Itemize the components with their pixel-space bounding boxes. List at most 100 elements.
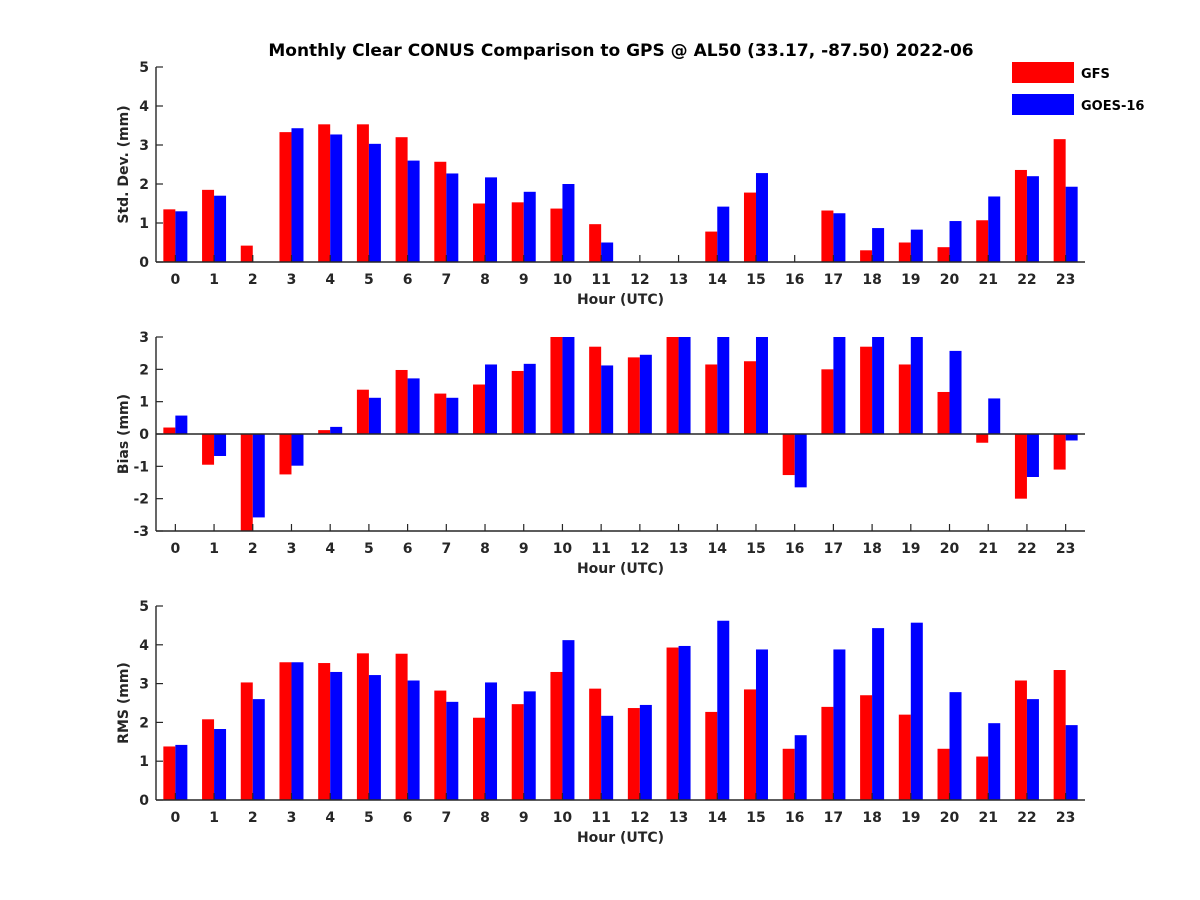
bias-bar-gfs-2 (240, 434, 253, 531)
rms-bar-gfs-7 (434, 690, 447, 800)
bias-bar-gfs-15 (743, 361, 756, 434)
bias-x-tick-label-13: 13 (669, 541, 688, 557)
stddev-bar-goes16-14 (717, 206, 730, 262)
bias-bar-goes16-7 (446, 397, 459, 434)
stddev-bar-goes16-4 (330, 134, 343, 262)
stddev-bar-gfs-3 (279, 132, 292, 262)
rms-y-tick-label-2: 2 (139, 715, 149, 731)
stddev-x-tick-label-20: 20 (940, 272, 960, 288)
bias-bar-gfs-3 (279, 434, 292, 475)
rms-x-tick-label-20: 20 (940, 810, 960, 826)
bias-bar-gfs-10 (550, 337, 563, 434)
stddev-bar-goes16-5 (368, 143, 381, 262)
stddev-x-tick-label-17: 17 (824, 272, 843, 288)
stddev-bar-gfs-4 (318, 124, 331, 262)
rms-bar-gfs-10 (550, 671, 563, 800)
rms-x-tick-label-5: 5 (364, 810, 374, 826)
rms-bar-goes16-15 (755, 649, 768, 800)
rms-bar-gfs-13 (666, 647, 679, 800)
bias-x-tick-label-0: 0 (170, 541, 180, 557)
bias-bar-gfs-21 (976, 434, 989, 443)
rms-bar-goes16-12 (639, 704, 652, 800)
bias-bar-goes16-0 (175, 415, 188, 434)
rms-bar-goes16-23 (1065, 725, 1078, 800)
rms-bar-goes16-4 (330, 671, 343, 800)
rms-x-tick-label-1: 1 (209, 810, 219, 826)
chart-title: Monthly Clear CONUS Comparison to GPS @ … (268, 41, 973, 61)
bias-bar-goes16-17 (833, 337, 846, 434)
rms-bar-goes16-17 (833, 649, 846, 800)
rms-x-axis-label: Hour (UTC) (577, 830, 664, 846)
stddev-bar-goes16-11 (601, 242, 614, 262)
stddev-bar-gfs-1 (202, 189, 215, 262)
bias-bar-goes16-12 (639, 354, 652, 434)
rms-x-tick-label-14: 14 (708, 810, 728, 826)
stddev-bar-goes16-3 (291, 128, 304, 262)
bias-x-tick-label-20: 20 (940, 541, 960, 557)
bias-x-tick-label-2: 2 (248, 541, 258, 557)
stddev-x-tick-label-9: 9 (519, 272, 529, 288)
bias-bar-goes16-5 (368, 397, 381, 434)
stddev-x-tick-label-13: 13 (669, 272, 688, 288)
stddev-bar-goes16-15 (755, 173, 768, 262)
bias-x-tick-label-10: 10 (553, 541, 573, 557)
rms-x-tick-label-23: 23 (1056, 810, 1075, 826)
bias-bar-gfs-12 (627, 357, 640, 434)
rms-bar-gfs-23 (1053, 670, 1066, 800)
rms-bar-goes16-5 (368, 675, 381, 800)
rms-x-tick-label-12: 12 (630, 810, 649, 826)
bias-bar-goes16-20 (949, 350, 962, 434)
bias-bar-gfs-8 (473, 384, 486, 434)
rms-x-tick-label-7: 7 (441, 810, 451, 826)
bias-x-tick-label-22: 22 (1017, 541, 1036, 557)
rms-bar-gfs-3 (279, 662, 292, 800)
rms-bar-gfs-18 (860, 695, 873, 800)
rms-x-tick-label-21: 21 (978, 810, 997, 826)
bias-bar-goes16-9 (523, 363, 536, 434)
rms-bar-gfs-17 (821, 706, 834, 800)
stddev-bar-gfs-10 (550, 208, 563, 262)
stddev-bar-goes16-17 (833, 213, 846, 262)
rms-bar-goes16-20 (949, 692, 962, 800)
bias-x-tick-label-4: 4 (325, 541, 335, 557)
bias-bar-gfs-6 (395, 369, 408, 434)
stddev-bar-gfs-11 (589, 224, 602, 262)
stddev-bar-gfs-9 (511, 202, 524, 262)
rms-bar-gfs-0 (163, 746, 176, 800)
rms-bar-gfs-20 (937, 748, 950, 800)
rms-x-tick-label-0: 0 (170, 810, 180, 826)
rms-bar-gfs-19 (898, 714, 911, 800)
bias-bar-goes16-14 (717, 337, 730, 434)
stddev-x-tick-label-23: 23 (1056, 272, 1075, 288)
bias-bar-goes16-8 (485, 364, 498, 434)
stddev-x-tick-label-3: 3 (287, 272, 297, 288)
bias-bar-goes16-13 (678, 337, 691, 434)
rms-bar-goes16-21 (988, 723, 1001, 800)
bias-x-tick-label-17: 17 (824, 541, 843, 557)
bias-bar-goes16-11 (601, 365, 614, 434)
stddev-bar-goes16-8 (485, 177, 498, 262)
rms-bar-goes16-3 (291, 662, 304, 800)
stddev-x-tick-label-7: 7 (441, 272, 451, 288)
rms-x-tick-label-13: 13 (669, 810, 688, 826)
bias-bar-gfs-1 (202, 434, 215, 465)
stddev-bar-gfs-18 (860, 250, 873, 262)
stddev-bar-goes16-19 (910, 229, 923, 262)
bias-x-tick-label-1: 1 (209, 541, 219, 557)
stddev-bar-gfs-5 (356, 124, 369, 262)
stddev-x-tick-label-0: 0 (170, 272, 180, 288)
stddev-bar-goes16-22 (1026, 176, 1039, 262)
stddev-bar-goes16-6 (407, 160, 420, 262)
bias-x-axis-label: Hour (UTC) (577, 561, 664, 577)
bias-bar-goes16-15 (755, 337, 768, 434)
stddev-bar-gfs-15 (743, 192, 756, 262)
rms-bar-gfs-8 (473, 717, 486, 800)
stddev-bar-gfs-2 (240, 245, 253, 262)
rms-y-tick-label-1: 1 (139, 754, 149, 770)
stddev-x-tick-label-14: 14 (708, 272, 728, 288)
stddev-bar-goes16-21 (988, 196, 1001, 262)
